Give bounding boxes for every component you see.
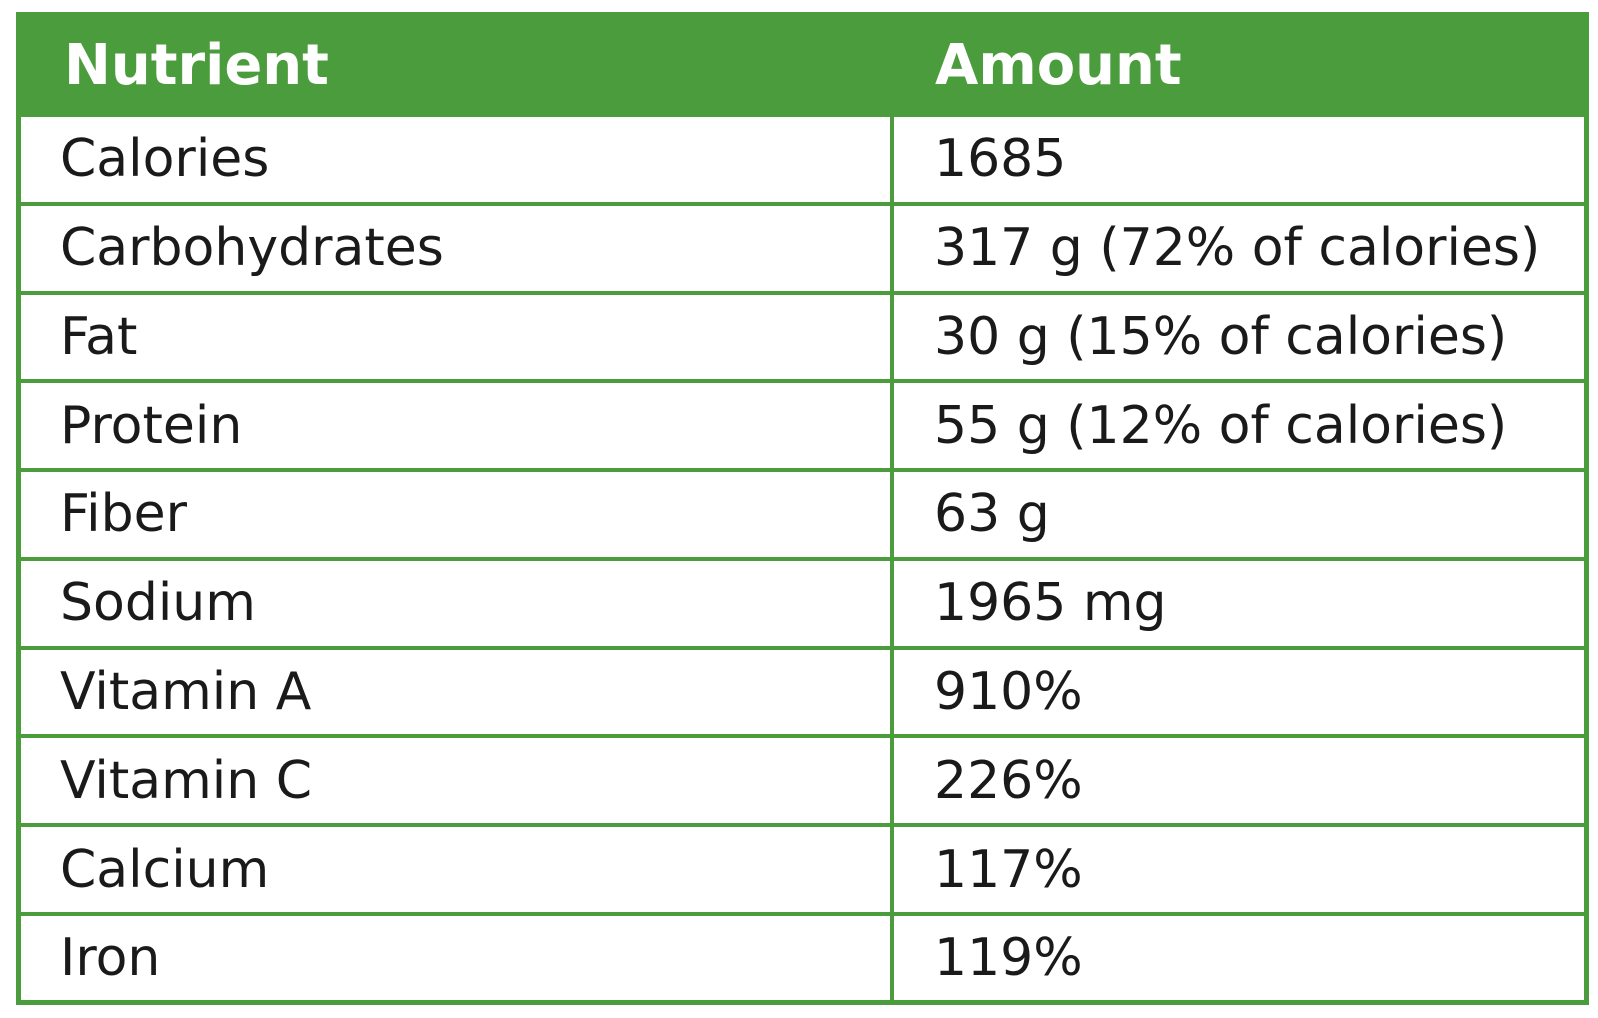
amount-cell: 55 g (12% of calories) — [892, 379, 1584, 471]
table-header: Nutrient Amount — [21, 17, 1584, 117]
amount-cell: 63 g — [892, 468, 1584, 559]
nutrient-cell: Protein — [21, 379, 894, 471]
amount-cell: 117% — [892, 823, 1584, 914]
amount-cell: 317 g (72% of calories) — [892, 201, 1584, 293]
table-row: Carbohydrates 317 g (72% of calories) — [21, 201, 1584, 293]
nutrient-cell: Sodium — [21, 556, 894, 648]
amount-cell: 226% — [892, 734, 1584, 826]
table-row: Calories 1685 — [21, 115, 1584, 204]
nutrient-cell: Carbohydrates — [21, 201, 894, 293]
nutrient-cell: Fiber — [21, 468, 894, 559]
nutrient-cell: Fat — [21, 290, 894, 382]
table-row: Fiber 63 g — [21, 468, 1584, 559]
nutrient-cell: Calories — [21, 115, 894, 204]
nutrient-cell: Calcium — [21, 823, 894, 914]
amount-cell: 119% — [892, 911, 1584, 1000]
nutrient-cell: Vitamin A — [21, 645, 894, 737]
nutrition-table: Nutrient Amount Calories 1685 Carbohydra… — [16, 12, 1589, 1005]
table-row: Iron 119% — [21, 911, 1584, 1000]
table-row: Calcium 117% — [21, 823, 1584, 914]
header-nutrient: Nutrient — [21, 17, 892, 117]
amount-cell: 910% — [892, 645, 1584, 737]
amount-cell: 1965 mg — [892, 556, 1584, 648]
header-amount: Amount — [892, 17, 1584, 117]
table-body: Calories 1685 Carbohydrates 317 g (72% o… — [21, 115, 1584, 1000]
amount-cell: 1685 — [934, 129, 1067, 190]
table-row: Vitamin C 226% — [21, 734, 1584, 826]
table-row: Protein 55 g (12% of calories) — [21, 379, 1584, 471]
header-row: Nutrient Amount — [21, 17, 1584, 117]
table-row: Sodium 1965 mg — [21, 556, 1584, 648]
nutrient-cell: Iron — [21, 911, 894, 1000]
amount-cell: 30 g (15% of calories) — [892, 290, 1584, 382]
table-row: Fat 30 g (15% of calories) — [21, 290, 1584, 382]
nutrition-table-grid: Nutrient Amount Calories 1685 Carbohydra… — [21, 17, 1584, 1000]
nutrient-cell: Vitamin C — [21, 734, 894, 826]
table-row: Vitamin A 910% — [21, 645, 1584, 737]
